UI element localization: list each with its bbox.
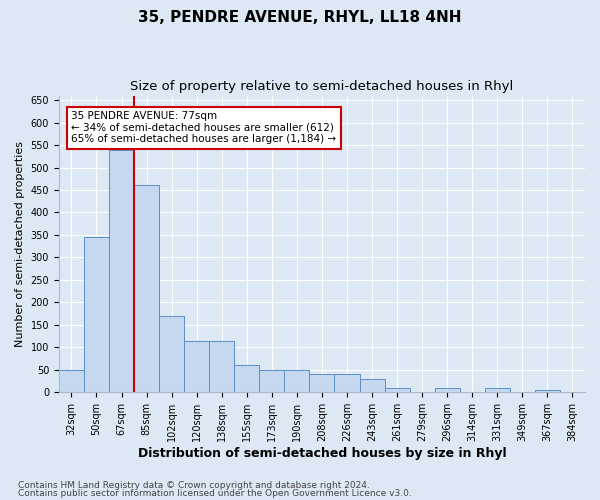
Text: 35, PENDRE AVENUE, RHYL, LL18 4NH: 35, PENDRE AVENUE, RHYL, LL18 4NH: [138, 10, 462, 25]
Bar: [59, 370, 84, 392]
X-axis label: Distribution of semi-detached houses by size in Rhyl: Distribution of semi-detached houses by …: [137, 447, 506, 460]
Bar: [184, 340, 209, 392]
Bar: [334, 374, 359, 392]
Text: Contains public sector information licensed under the Open Government Licence v3: Contains public sector information licen…: [18, 488, 412, 498]
Bar: [234, 366, 259, 392]
Bar: [535, 390, 560, 392]
Bar: [485, 388, 510, 392]
Bar: [359, 379, 385, 392]
Bar: [209, 340, 234, 392]
Bar: [434, 388, 460, 392]
Bar: [310, 374, 334, 392]
Text: 35 PENDRE AVENUE: 77sqm
← 34% of semi-detached houses are smaller (612)
65% of s: 35 PENDRE AVENUE: 77sqm ← 34% of semi-de…: [71, 112, 337, 144]
Title: Size of property relative to semi-detached houses in Rhyl: Size of property relative to semi-detach…: [130, 80, 514, 93]
Text: Contains HM Land Registry data © Crown copyright and database right 2024.: Contains HM Land Registry data © Crown c…: [18, 481, 370, 490]
Bar: [284, 370, 310, 392]
Bar: [134, 186, 159, 392]
Bar: [385, 388, 410, 392]
Y-axis label: Number of semi-detached properties: Number of semi-detached properties: [15, 141, 25, 347]
Bar: [159, 316, 184, 392]
Bar: [259, 370, 284, 392]
Bar: [109, 150, 134, 392]
Bar: [84, 237, 109, 392]
